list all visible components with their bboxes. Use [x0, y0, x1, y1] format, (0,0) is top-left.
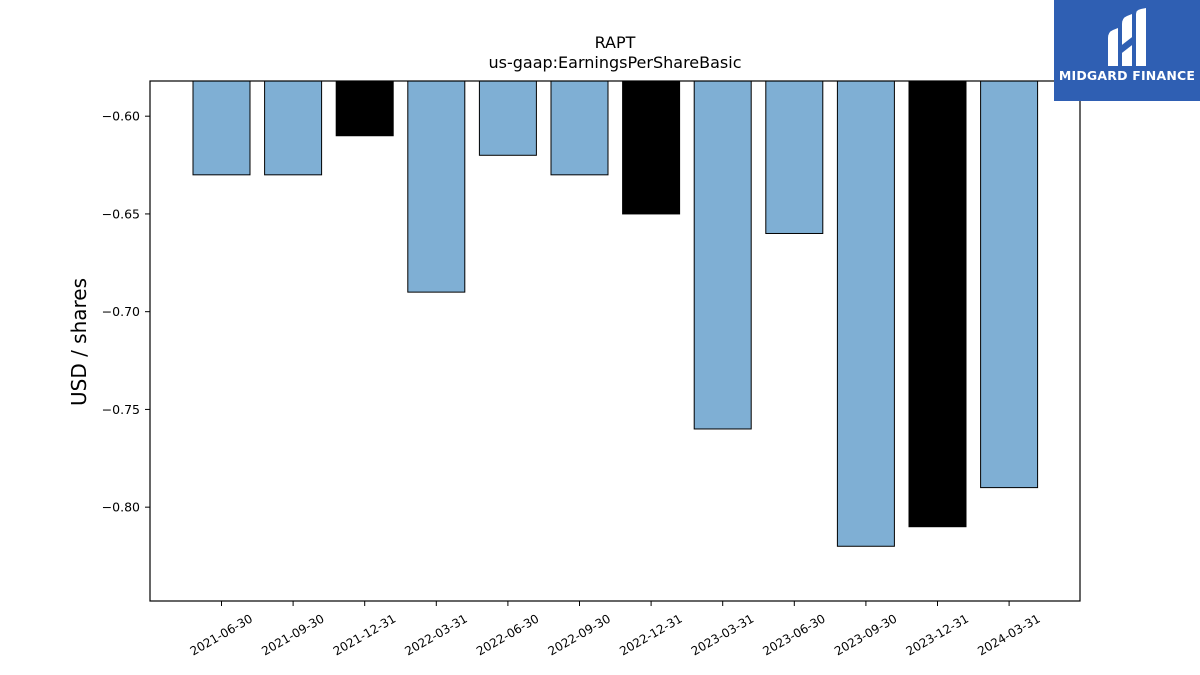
plot-frame — [149, 80, 1081, 602]
x-tick-label: 2022-09-30 — [546, 611, 613, 658]
x-ticks-group: 2021-06-30 2021-09-30 2021-12-31 2022-03-31… — [188, 601, 1043, 658]
bar-2021-12-31 — [335, 80, 394, 137]
bar-2023-03-31 — [693, 80, 752, 430]
chart-title: RAPT — [595, 33, 636, 52]
x-tick-label: 2021-12-31 — [331, 611, 398, 658]
midgard-logo-icon — [1108, 8, 1146, 66]
x-tick-label: 2022-03-31 — [402, 611, 469, 658]
x-tick-label: 2023-12-31 — [904, 611, 971, 658]
bar-2022-09-30 — [550, 80, 609, 176]
y-axis-label: USD / shares — [67, 278, 91, 406]
bar-2023-09-30 — [836, 80, 895, 547]
bar-2022-06-30 — [478, 80, 537, 156]
x-tick-label: 2022-06-30 — [474, 611, 541, 658]
bar-2022-12-31 — [622, 80, 681, 215]
y-tick-label: −0.75 — [102, 402, 140, 417]
chart-subtitle: us-gaap:EarningsPerShareBasic — [488, 53, 741, 72]
x-tick-label: 2021-09-30 — [259, 611, 326, 658]
x-tick-label: 2023-06-30 — [760, 611, 827, 658]
x-tick-label: 2024-03-31 — [975, 611, 1042, 658]
x-tick-label: 2023-09-30 — [832, 611, 899, 658]
midgard-finance-logo: MIDGARD FINANCE — [1054, 0, 1200, 101]
bar-2021-09-30 — [264, 80, 323, 176]
logo-text: MIDGARD FINANCE — [1058, 68, 1196, 83]
y-tick-label: −0.65 — [102, 206, 140, 221]
bar-2021-06-30 — [192, 80, 251, 176]
x-tick-label: 2021-06-30 — [188, 611, 255, 658]
y-tick-label: −0.80 — [102, 500, 140, 515]
bar-2023-06-30 — [765, 80, 824, 234]
bar-2024-03-31 — [980, 80, 1039, 489]
bar-2023-12-31 — [908, 80, 967, 528]
y-ticks-group: −0.60 −0.65 −0.70 −0.75 −0.80 — [102, 109, 150, 515]
x-tick-label: 2023-03-31 — [689, 611, 756, 658]
y-tick-label: −0.70 — [102, 304, 140, 319]
x-tick-label: 2022-12-31 — [617, 611, 684, 658]
y-tick-label: −0.60 — [102, 109, 140, 124]
bar-2022-03-31 — [407, 80, 466, 293]
bars-group — [192, 80, 1039, 547]
